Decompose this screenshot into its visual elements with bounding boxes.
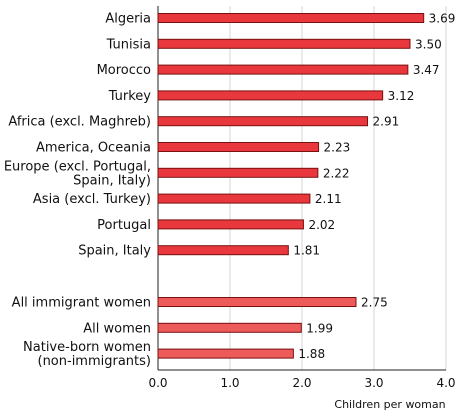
bar xyxy=(157,167,319,178)
x-tick-label: 1.0 xyxy=(220,376,239,390)
bar xyxy=(157,193,311,204)
bar xyxy=(157,13,425,23)
x-tick-label: 0.0 xyxy=(148,376,167,390)
x-tick-label: 4.0 xyxy=(436,376,455,390)
category-label: Native-born women xyxy=(23,340,151,355)
bar-value-label: 2.91 xyxy=(373,115,400,129)
x-tick-label: 2.0 xyxy=(292,376,311,390)
bar xyxy=(157,322,302,333)
bar xyxy=(157,116,369,127)
bar xyxy=(157,90,384,101)
category-label: Africa (excl. Maghreb) xyxy=(8,115,151,130)
bar-value-label: 1.99 xyxy=(306,321,333,335)
category-label: Turkey xyxy=(108,89,152,104)
category-label: All immigrant women xyxy=(12,296,151,311)
grid-lines xyxy=(157,6,447,370)
category-label: Tunisia xyxy=(106,37,151,52)
bar-value-label: 2.02 xyxy=(308,218,335,232)
category-label: Algeria xyxy=(105,12,151,27)
category-label: (non-immigrants) xyxy=(38,354,152,369)
category-label: All women xyxy=(83,321,151,336)
category-label: Spain, Italy) xyxy=(73,173,151,188)
bar xyxy=(157,245,289,256)
bar-value-label: 2.75 xyxy=(361,296,388,310)
category-label: Morocco xyxy=(97,63,151,78)
category-label: Europe (excl. Portugal, xyxy=(4,159,151,174)
category-labels: Algeria Tunisia Morocco Turkey Africa (excl.… xyxy=(4,12,151,370)
bar xyxy=(157,38,411,49)
bars xyxy=(157,13,425,359)
category-label: America, Oceania xyxy=(36,141,151,156)
bar xyxy=(157,219,304,230)
bar-value-label: 3.69 xyxy=(429,12,456,26)
x-axis-label: Children per woman xyxy=(334,398,445,411)
bar xyxy=(157,348,294,359)
x-tick-labels: 0.0 1.0 2.0 3.0 4.0 xyxy=(148,376,455,390)
category-label: Spain, Italy xyxy=(78,244,151,259)
bar xyxy=(157,297,357,307)
value-labels: 3.69 3.50 3.47 3.12 2.91 2.23 2.22 2.11 2.02 1.81… xyxy=(293,12,455,362)
bar-value-label: 2.23 xyxy=(324,141,351,155)
bar-value-label: 1.81 xyxy=(293,244,320,258)
category-label: Asia (excl. Turkey) xyxy=(33,192,151,207)
bar xyxy=(157,64,409,75)
bar-value-label: 1.88 xyxy=(298,347,325,361)
bar-value-label: 3.47 xyxy=(413,63,440,77)
bar-value-label: 2.11 xyxy=(315,192,342,206)
x-tick-label: 3.0 xyxy=(364,376,383,390)
category-label: Portugal xyxy=(97,218,151,233)
bar xyxy=(157,142,320,152)
bar-value-label: 3.50 xyxy=(415,37,442,51)
bar-value-label: 2.22 xyxy=(323,166,350,180)
bar-value-label: 3.12 xyxy=(388,89,415,103)
